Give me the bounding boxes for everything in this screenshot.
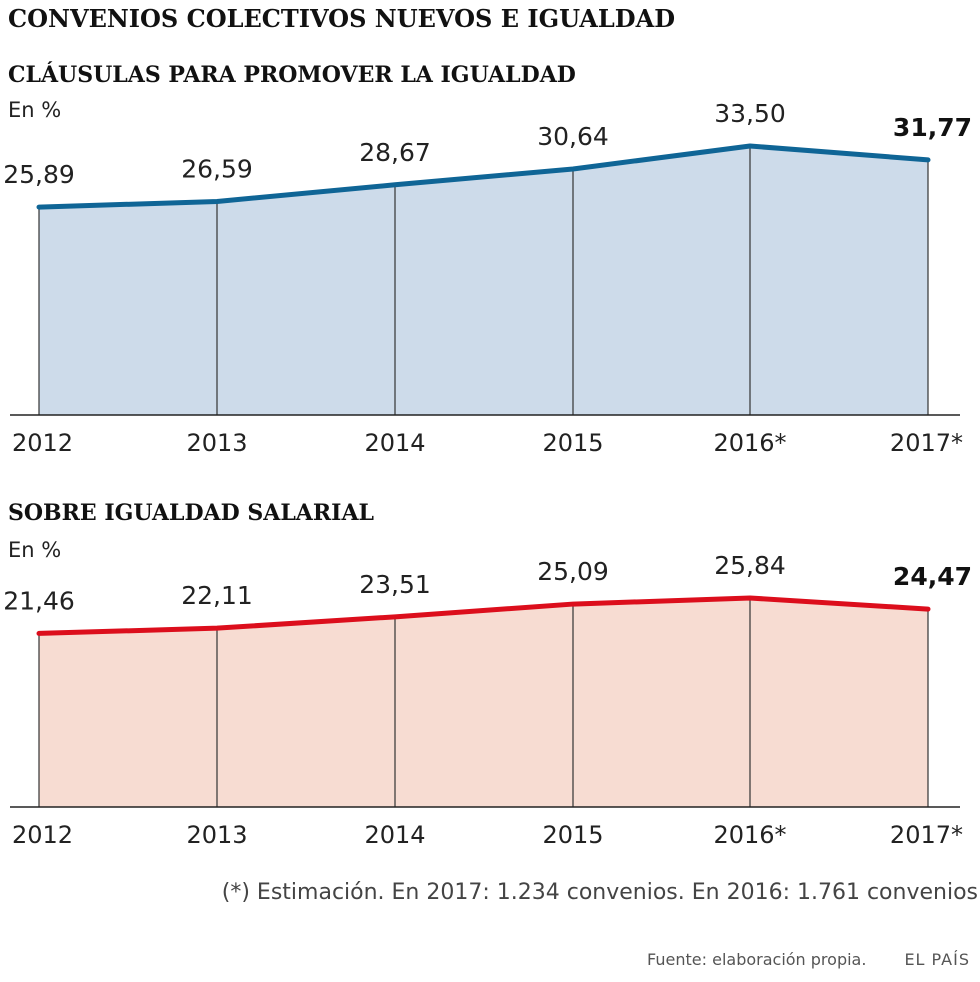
x-tick-2015: 2015: [542, 821, 603, 849]
value-label-2013: 26,59: [181, 154, 253, 183]
area-fill-0: [39, 146, 928, 415]
x-tick-2017*: 2017*: [890, 821, 963, 849]
value-label-2015: 30,64: [537, 122, 609, 151]
chart-title-salarial: SOBRE IGUALDAD SALARIAL: [8, 500, 374, 526]
value-label-2012: 25,89: [3, 160, 75, 189]
value-label-2017*: 24,47: [893, 562, 972, 591]
footer: Fuente: elaboración propia. EL PAÍS: [647, 950, 970, 969]
x-tick-2012: 2012: [12, 429, 73, 457]
chart-title-igualdad: CLÁUSULAS PARA PROMOVER LA IGUALDAD: [8, 62, 576, 88]
x-tick-2016*: 2016*: [713, 821, 786, 849]
value-label-2012: 21,46: [3, 586, 75, 615]
brand-logo: EL PAÍS: [904, 950, 970, 969]
chart-salarial: 21,46 22,11 23,51 25,09 25,84 24,47 2012 2013 20…: [3, 551, 972, 849]
area-fill-1: [39, 598, 928, 807]
value-label-2016*: 33,50: [714, 99, 786, 128]
chart-igualdad: 25,89 26,59 28,67 30,64 33,50 31,77 2012 2013 20…: [3, 99, 972, 457]
value-label-2014: 23,51: [359, 570, 431, 599]
x-tick-2013: 2013: [186, 821, 247, 849]
x-tick-2017*: 2017*: [890, 429, 963, 457]
value-label-2015: 25,09: [537, 557, 609, 586]
value-label-2017*: 31,77: [893, 113, 972, 142]
unit-label-igualdad: En %: [8, 98, 62, 122]
x-tick-2014: 2014: [364, 429, 425, 457]
value-label-2014: 28,67: [359, 138, 431, 167]
series-line-0: [36, 143, 931, 210]
value-label-2016*: 25,84: [714, 551, 786, 580]
series-line-1: [36, 595, 931, 636]
page-title: CONVENIOS COLECTIVOS NUEVOS E IGUALDAD: [8, 4, 676, 33]
x-tick-2015: 2015: [542, 429, 603, 457]
x-tick-2012: 2012: [12, 821, 73, 849]
x-tick-2014: 2014: [364, 821, 425, 849]
unit-label-salarial: En %: [8, 538, 62, 562]
x-tick-2013: 2013: [186, 429, 247, 457]
source-text: Fuente: elaboración propia.: [647, 950, 867, 969]
x-tick-2016*: 2016*: [713, 429, 786, 457]
value-label-2013: 22,11: [181, 581, 253, 610]
footnote: (*) Estimación. En 2017: 1.234 convenios…: [221, 880, 978, 905]
